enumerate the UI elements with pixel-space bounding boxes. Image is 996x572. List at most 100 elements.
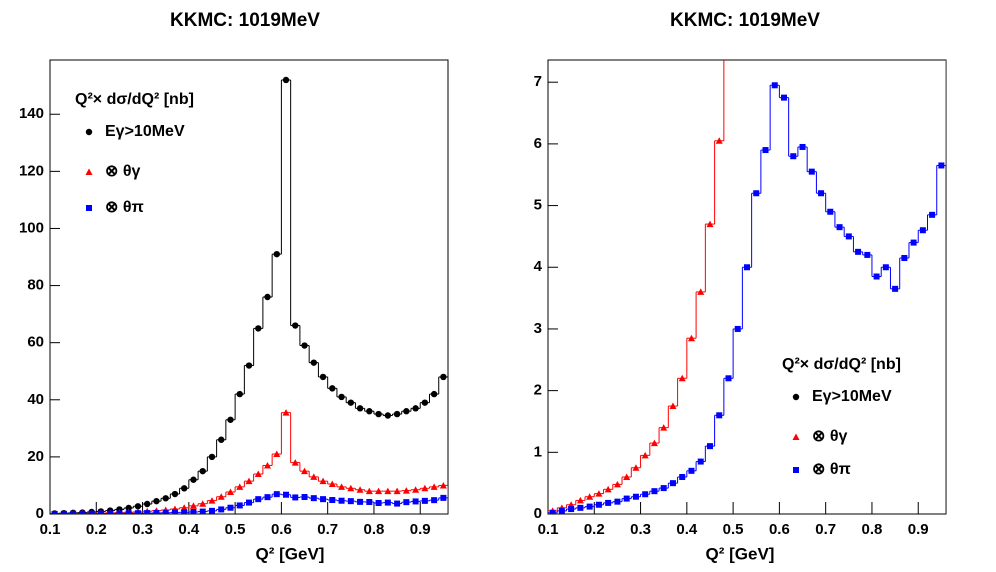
marker — [236, 502, 243, 509]
chart-title: KKMC: 1019MeV — [670, 10, 820, 31]
y-tick-label: 7 — [534, 73, 542, 90]
marker — [430, 483, 438, 490]
marker — [171, 490, 179, 498]
marker — [125, 510, 132, 514]
legend-label: ⊗ θπ — [812, 461, 851, 478]
y-tick-label: 80 — [27, 277, 44, 294]
marker — [910, 239, 917, 246]
marker — [208, 497, 216, 504]
marker — [356, 486, 364, 493]
series-area — [50, 76, 448, 514]
legend-title: Q²× dσ/dQ² [nb] — [75, 91, 194, 108]
marker — [586, 503, 593, 510]
marker — [864, 17, 871, 24]
marker — [393, 410, 401, 418]
marker — [162, 495, 169, 502]
marker — [929, 211, 936, 218]
x-axis-label: Q² [GeV] — [706, 544, 775, 563]
marker — [412, 498, 419, 505]
x-tick-label: 0.7 — [317, 521, 338, 538]
marker — [595, 490, 603, 497]
x-tick-label: 0.6 — [769, 521, 790, 538]
marker — [623, 473, 631, 480]
marker — [97, 510, 104, 514]
marker — [421, 399, 429, 406]
y-tick-label: 0 — [534, 505, 542, 522]
series-area — [548, 17, 946, 514]
marker — [818, 190, 825, 197]
marker — [393, 487, 401, 495]
panel: KKMC: 1019MeV Q² [GeV] 0 1 2 3 4 5 6 7 0.1 0.2 0.3 0.… — [534, 10, 947, 563]
marker — [116, 510, 123, 514]
x-tick-label: 0.5 — [723, 521, 744, 538]
marker — [678, 374, 686, 382]
marker — [365, 487, 373, 495]
y-tick-label: 100 — [19, 219, 44, 236]
y-tick-label: 60 — [27, 334, 44, 351]
marker — [790, 153, 797, 160]
marker — [199, 467, 206, 475]
marker — [901, 255, 908, 262]
marker — [171, 509, 178, 514]
marker — [282, 409, 290, 416]
marker — [292, 494, 299, 501]
x-tick-label: 0.6 — [271, 521, 292, 538]
marker — [394, 500, 401, 507]
marker — [384, 412, 392, 419]
marker — [882, 264, 889, 271]
marker — [430, 390, 438, 398]
y-tick-label: 3 — [534, 320, 542, 337]
marker — [882, 17, 889, 24]
marker — [744, 264, 750, 271]
marker — [218, 436, 225, 443]
marker — [660, 424, 668, 431]
marker — [291, 459, 299, 466]
marker — [88, 510, 95, 514]
marker — [375, 410, 382, 418]
marker — [716, 412, 723, 419]
marker — [264, 461, 272, 469]
marker — [144, 510, 151, 514]
marker — [134, 510, 141, 514]
marker — [697, 288, 705, 295]
y-tick-label: 0 — [36, 505, 44, 522]
marker — [143, 500, 151, 508]
x-tick-label: 0.1 — [40, 521, 61, 538]
marker — [402, 487, 410, 494]
marker — [836, 224, 843, 231]
marker — [706, 443, 713, 450]
marker — [632, 493, 639, 500]
marker — [873, 17, 880, 24]
marker — [301, 467, 309, 475]
marker — [85, 168, 93, 175]
legend-label: ⊗ θγ — [105, 163, 141, 180]
marker — [808, 168, 815, 175]
x-tick-label: 0.5 — [225, 521, 246, 538]
marker — [190, 476, 197, 483]
marker — [347, 399, 355, 406]
marker — [604, 485, 612, 493]
marker — [938, 162, 945, 169]
marker — [614, 498, 621, 505]
marker — [153, 509, 160, 514]
marker — [301, 494, 308, 501]
marker — [919, 227, 926, 234]
marker — [734, 325, 741, 332]
x-tick-label: 0.2 — [86, 521, 107, 538]
marker — [320, 496, 327, 503]
marker — [384, 487, 392, 495]
marker — [706, 220, 714, 228]
marker — [356, 405, 364, 412]
marker — [440, 373, 447, 381]
marker — [613, 480, 621, 488]
marker — [632, 464, 640, 471]
marker — [236, 483, 244, 490]
marker — [301, 342, 308, 349]
marker — [577, 504, 584, 511]
y-tick-label: 120 — [19, 162, 44, 179]
marker — [181, 485, 188, 492]
marker — [319, 477, 327, 485]
marker — [264, 293, 271, 301]
chart-title: KKMC: 1019MeV — [170, 10, 320, 31]
